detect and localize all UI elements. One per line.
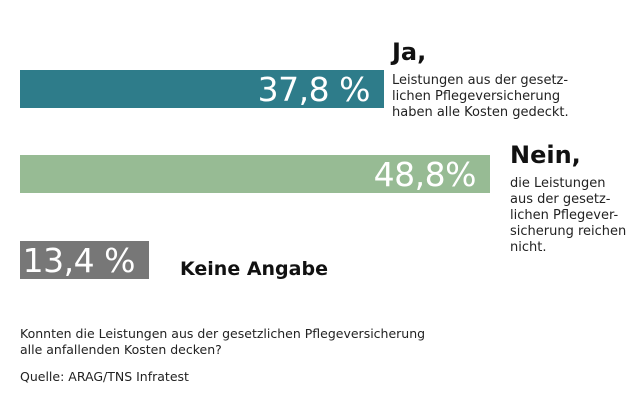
chart-source: Quelle: ARAG/TNS Infratest: [20, 369, 189, 384]
bar-nein: 48,8%: [20, 154, 490, 194]
chart-question: Konnten die Leistungen aus der gesetzlic…: [20, 326, 460, 358]
bar-value-label: 37,8 %: [257, 69, 371, 109]
question-line: alle anfallenden Kosten decken?: [20, 342, 222, 357]
description-line: Leistungen aus der gesetz-: [392, 73, 569, 88]
question-line: Konnten die Leistungen aus der gesetzlic…: [20, 326, 426, 341]
bar-value-label: 13,4 %: [22, 240, 136, 280]
answer-title-nein: Nein,: [510, 141, 581, 169]
bar-keine-angabe: 13,4 %: [20, 240, 149, 280]
description-line: nicht.: [510, 240, 547, 255]
description-line: haben alle Kosten gedeckt.: [392, 105, 569, 120]
description-line: sicherung reichen: [510, 224, 627, 239]
description-line: die Leistungen: [510, 176, 606, 191]
answer-title-ja: Ja,: [392, 38, 427, 66]
bar-ja: 37,8 %: [20, 69, 384, 109]
description-line: aus der gesetz-: [510, 192, 611, 207]
bar-value-label: 48,8%: [373, 154, 477, 194]
description-line: lichen Pflegeversicherung: [392, 89, 561, 104]
description-line: lichen Pflegever-: [510, 208, 619, 223]
answer-description-ja: Leistungen aus der gesetz- lichen Pflege…: [392, 73, 612, 121]
answer-title-keine-angabe: Keine Angabe: [180, 258, 328, 280]
answer-description-nein: die Leistungen aus der gesetz- lichen Pf…: [510, 176, 635, 256]
